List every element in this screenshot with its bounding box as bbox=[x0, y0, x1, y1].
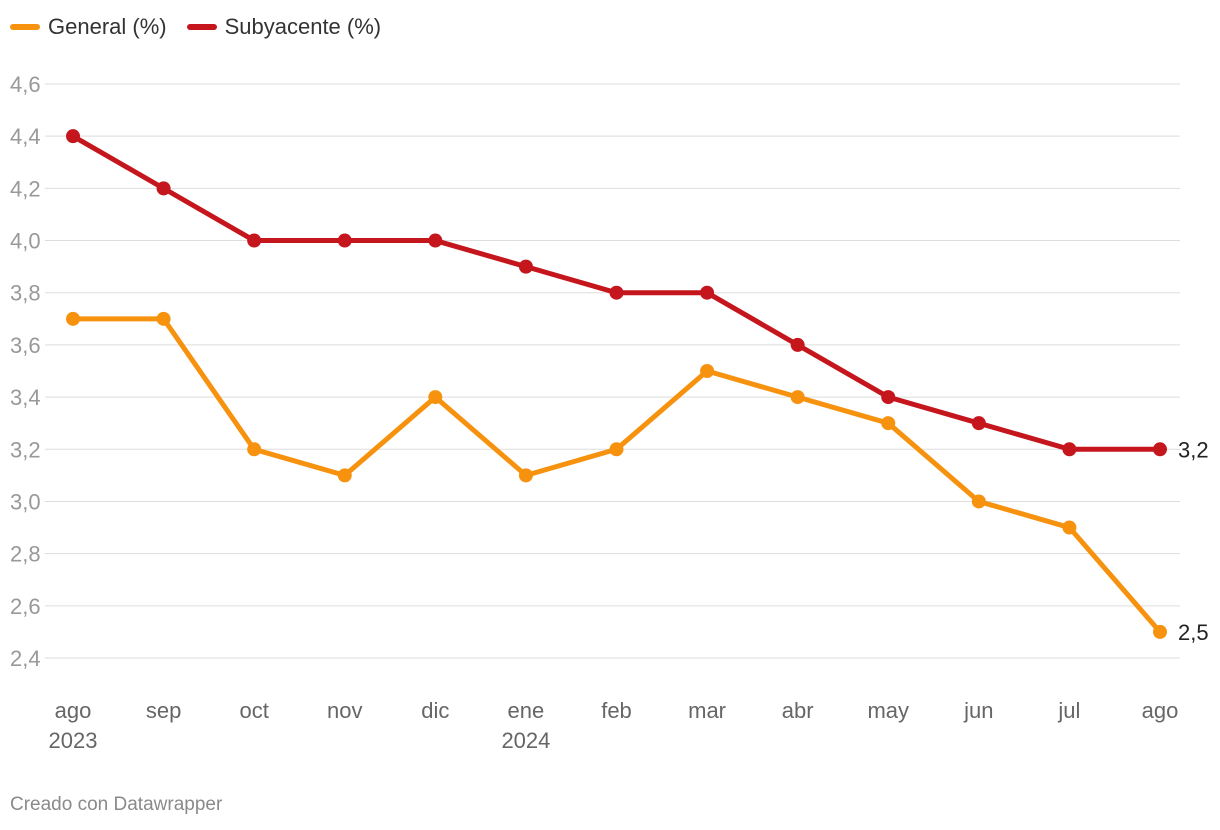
data-point-general bbox=[881, 416, 896, 431]
y-tick-label: 2,6 bbox=[10, 594, 41, 619]
x-tick-label: ago bbox=[1142, 698, 1179, 723]
y-tick-label: 4,0 bbox=[10, 229, 41, 254]
data-point-general bbox=[247, 442, 262, 457]
x-tick-label: jun bbox=[963, 698, 993, 723]
legend-label-subyacente: Subyacente (%) bbox=[224, 14, 382, 39]
legend-swatch-general bbox=[10, 24, 40, 30]
y-tick-label: 4,6 bbox=[10, 72, 41, 97]
series-line-general bbox=[70, 316, 1163, 635]
data-point-general bbox=[1153, 624, 1167, 639]
y-tick-label: 2,8 bbox=[10, 542, 41, 567]
data-point-subyacente bbox=[881, 390, 896, 405]
y-tick-label: 3,0 bbox=[10, 489, 41, 514]
legend-item-general: General (%) bbox=[10, 14, 167, 40]
legend-label-general: General (%) bbox=[48, 14, 167, 39]
x-tick-label: mar bbox=[688, 698, 726, 723]
data-point-general bbox=[66, 311, 80, 326]
data-point-subyacente bbox=[428, 233, 443, 248]
data-point-general bbox=[156, 311, 171, 326]
y-tick-label: 3,2 bbox=[10, 437, 41, 462]
x-tick-label: nov bbox=[327, 698, 362, 723]
data-point-general bbox=[518, 468, 533, 483]
y-tick-label: 3,8 bbox=[10, 281, 41, 306]
data-point-general bbox=[971, 494, 986, 509]
y-tick-label: 3,6 bbox=[10, 333, 41, 358]
footer-credit: Creado con Datawrapper bbox=[10, 794, 223, 815]
data-point-subyacente bbox=[247, 233, 262, 248]
legend: General (%) Subyacente (%) bbox=[10, 14, 381, 40]
x-tick-label: ene bbox=[508, 698, 545, 723]
x-tick-label: dic bbox=[421, 698, 449, 723]
data-point-general bbox=[790, 390, 805, 405]
y-tick-label: 3,4 bbox=[10, 385, 41, 410]
legend-swatch-subyacente bbox=[186, 24, 217, 30]
data-point-general bbox=[428, 390, 443, 405]
end-value-label-general: 2,5 bbox=[1178, 620, 1209, 645]
x-tick-label: jul bbox=[1057, 698, 1080, 723]
data-point-general bbox=[1062, 520, 1077, 535]
data-point-subyacente bbox=[156, 181, 171, 196]
data-point-general bbox=[700, 364, 715, 378]
x-tick-label: may bbox=[867, 698, 909, 723]
data-point-subyacente bbox=[66, 129, 80, 144]
legend-item-subyacente: Subyacente (%) bbox=[186, 14, 382, 40]
data-point-general bbox=[609, 442, 624, 457]
x-year-label: 2023 bbox=[49, 728, 98, 753]
data-point-subyacente bbox=[700, 285, 715, 300]
data-point-subyacente bbox=[971, 416, 986, 431]
data-point-subyacente bbox=[1062, 442, 1077, 457]
data-point-subyacente bbox=[790, 337, 805, 352]
data-point-subyacente bbox=[518, 259, 533, 274]
x-tick-label: abr bbox=[782, 698, 814, 723]
x-tick-label: feb bbox=[601, 698, 632, 723]
y-tick-label: 2,4 bbox=[10, 646, 41, 671]
data-point-subyacente bbox=[337, 233, 352, 248]
y-tick-label: 4,2 bbox=[10, 176, 41, 201]
x-tick-label: oct bbox=[239, 698, 268, 723]
end-value-label-subyacente: 3,2 bbox=[1178, 437, 1209, 462]
data-point-subyacente bbox=[1153, 442, 1167, 457]
y-tick-label: 4,4 bbox=[10, 124, 41, 149]
x-tick-label: sep bbox=[146, 698, 181, 723]
data-point-general bbox=[337, 468, 352, 483]
data-point-subyacente bbox=[609, 285, 624, 300]
x-year-label: 2024 bbox=[501, 728, 550, 753]
x-tick-label: ago bbox=[55, 698, 92, 723]
line-chart: 2,4 2,6 2,8 3,0 3,2 3,4 3,6 3,8 4,0 4,2 4,4 4,6 ago 2… bbox=[10, 72, 1209, 753]
